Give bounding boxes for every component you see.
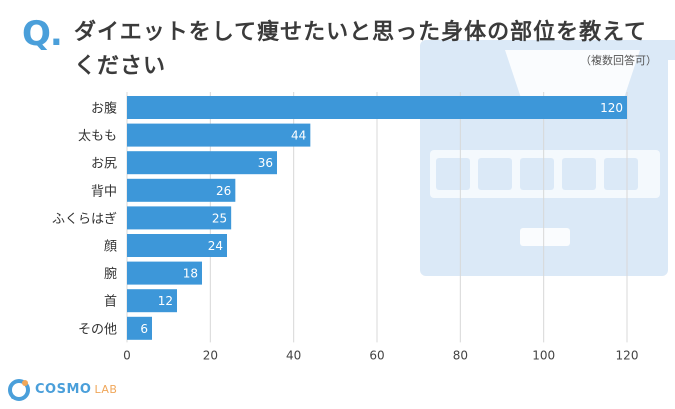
bar <box>127 206 232 230</box>
logo-text-main: COSMO <box>35 381 92 397</box>
bars: 120 44 36 26 25 24 18 12 6 <box>127 96 627 340</box>
category-label: お尻 <box>91 157 117 172</box>
category-label: 首 <box>104 295 117 310</box>
multiple-answer-note: （複数回答可） <box>580 54 657 67</box>
page-title: ダイエットをして痩せたいと思った身体の部位を教えてください <box>74 20 648 79</box>
bar <box>127 151 277 175</box>
category-label: その他 <box>78 322 117 337</box>
bar-value-label: 24 <box>208 239 223 253</box>
x-tick-label: 120 <box>616 348 639 362</box>
x-tick-label: 80 <box>453 348 468 362</box>
question-mark: Q. <box>22 14 63 54</box>
bar <box>127 316 152 340</box>
bar <box>127 261 202 285</box>
x-tick-label: 40 <box>286 348 301 362</box>
bar-value-label: 120 <box>600 101 623 115</box>
bar-value-label: 18 <box>183 267 198 281</box>
bar <box>127 96 627 119</box>
category-label: 顔 <box>104 240 117 255</box>
category-label: 太もも <box>78 129 117 144</box>
x-tick-label: 60 <box>369 348 384 362</box>
x-tick-label: 0 <box>123 348 131 362</box>
category-label: ふくらはぎ <box>52 212 117 227</box>
bar <box>127 289 177 313</box>
bar-value-label: 25 <box>212 211 227 225</box>
logo-text-sub: LAB <box>94 382 118 396</box>
bar <box>127 234 227 257</box>
category-label: 背中 <box>91 184 117 199</box>
bar-value-label: 12 <box>158 294 173 308</box>
x-tick-label: 100 <box>532 348 555 362</box>
bar <box>127 123 311 147</box>
x-axis-ticks: 0 20 40 60 80 100 120 <box>123 348 638 362</box>
bar-value-label: 36 <box>258 156 273 170</box>
bar-value-label: 44 <box>291 129 306 143</box>
logo-icon <box>8 379 30 401</box>
category-label: お腹 <box>91 101 117 117</box>
cosmo-lab-logo: COSMO LAB <box>6 375 117 403</box>
bar <box>127 178 236 202</box>
bar-value-label: 6 <box>140 322 148 336</box>
x-tick-label: 20 <box>203 348 218 362</box>
bar-value-label: 26 <box>216 184 231 198</box>
category-label: 腕 <box>104 266 117 282</box>
